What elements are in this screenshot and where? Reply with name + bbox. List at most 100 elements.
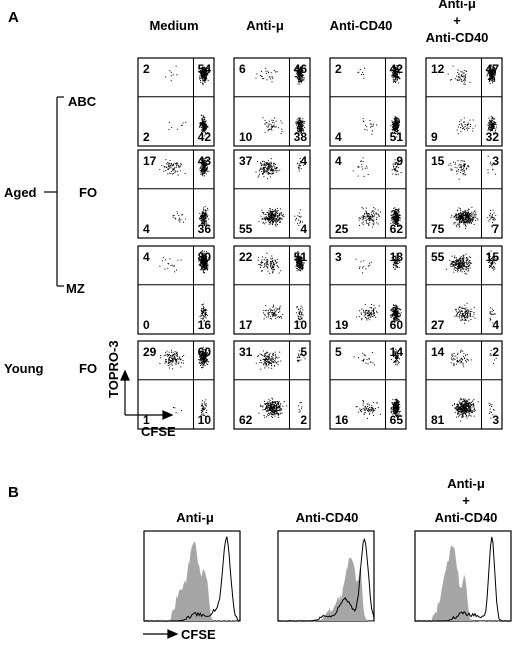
dot <box>268 221 270 223</box>
dot <box>398 315 400 317</box>
dot <box>487 217 489 219</box>
column-header-1-line-0: Anti-μ <box>246 18 284 33</box>
dot <box>200 171 202 173</box>
dot <box>272 170 274 172</box>
dot <box>491 72 493 74</box>
dot <box>270 218 272 219</box>
dot <box>360 261 362 263</box>
dot <box>373 304 375 306</box>
dot <box>460 217 462 219</box>
quadrant-value-ul: 12 <box>431 62 445 76</box>
dot <box>177 259 179 261</box>
dot <box>299 83 301 85</box>
dot <box>396 309 397 311</box>
dot <box>265 219 266 221</box>
dot <box>470 256 471 258</box>
dot <box>269 213 270 215</box>
dot <box>462 221 464 223</box>
dot <box>299 310 301 312</box>
dot <box>372 125 374 127</box>
dot <box>172 168 174 170</box>
dot <box>395 78 396 80</box>
dot <box>201 76 203 78</box>
dot <box>275 168 277 170</box>
dot <box>455 218 457 220</box>
dot <box>457 260 459 262</box>
dot <box>397 211 399 213</box>
dot <box>203 263 205 265</box>
dot <box>361 267 363 269</box>
dot <box>394 311 396 312</box>
dot <box>496 126 497 128</box>
dot <box>201 159 203 161</box>
dot <box>466 216 468 218</box>
dot <box>302 125 304 127</box>
dot <box>392 73 394 75</box>
dot <box>203 267 205 269</box>
dot <box>464 221 466 223</box>
dot <box>201 214 203 216</box>
dot <box>205 219 207 221</box>
dot <box>493 162 494 164</box>
dot <box>206 74 208 76</box>
dot <box>494 73 496 75</box>
dot <box>399 120 400 122</box>
dot <box>199 265 201 267</box>
dot <box>463 212 465 214</box>
dot <box>471 214 472 216</box>
dot <box>395 307 397 309</box>
dot <box>468 215 470 217</box>
quadrant-value-lr: 42 <box>198 130 212 144</box>
dot <box>453 222 455 224</box>
dot <box>205 212 207 213</box>
dot <box>493 71 495 73</box>
dot <box>457 261 459 263</box>
dot <box>161 164 163 166</box>
dot <box>201 78 203 80</box>
dot <box>301 77 303 79</box>
dot <box>203 72 205 74</box>
dot <box>461 260 463 262</box>
dot <box>201 172 203 174</box>
dot <box>490 66 492 68</box>
dot <box>469 262 471 264</box>
dot <box>366 212 367 214</box>
dot <box>357 166 359 168</box>
dot <box>397 220 398 222</box>
dot <box>464 171 466 173</box>
dot <box>300 125 302 127</box>
dot <box>467 257 469 259</box>
dot <box>396 213 398 215</box>
dot <box>176 213 178 215</box>
dot <box>201 75 203 77</box>
dot <box>281 218 283 220</box>
dot <box>455 170 457 172</box>
dot <box>264 313 266 315</box>
dot <box>203 70 205 72</box>
dot <box>298 316 300 318</box>
dot <box>371 126 373 127</box>
dot <box>206 267 208 269</box>
dot <box>360 218 362 220</box>
dot <box>205 165 207 166</box>
dot <box>451 263 453 265</box>
dot <box>397 124 399 126</box>
dot <box>397 319 399 321</box>
dot <box>204 314 206 316</box>
dot <box>269 164 271 166</box>
dot <box>394 130 396 132</box>
dot <box>295 76 297 78</box>
dot <box>297 128 299 129</box>
dot <box>466 124 468 126</box>
dot <box>463 223 465 225</box>
dot <box>466 217 468 219</box>
dot <box>487 73 489 74</box>
dot <box>202 216 204 218</box>
dot <box>202 308 204 310</box>
dot <box>397 130 399 132</box>
dot <box>398 118 400 120</box>
dot <box>201 261 203 263</box>
dot <box>457 209 459 211</box>
dot <box>269 215 271 217</box>
dot <box>295 132 297 134</box>
